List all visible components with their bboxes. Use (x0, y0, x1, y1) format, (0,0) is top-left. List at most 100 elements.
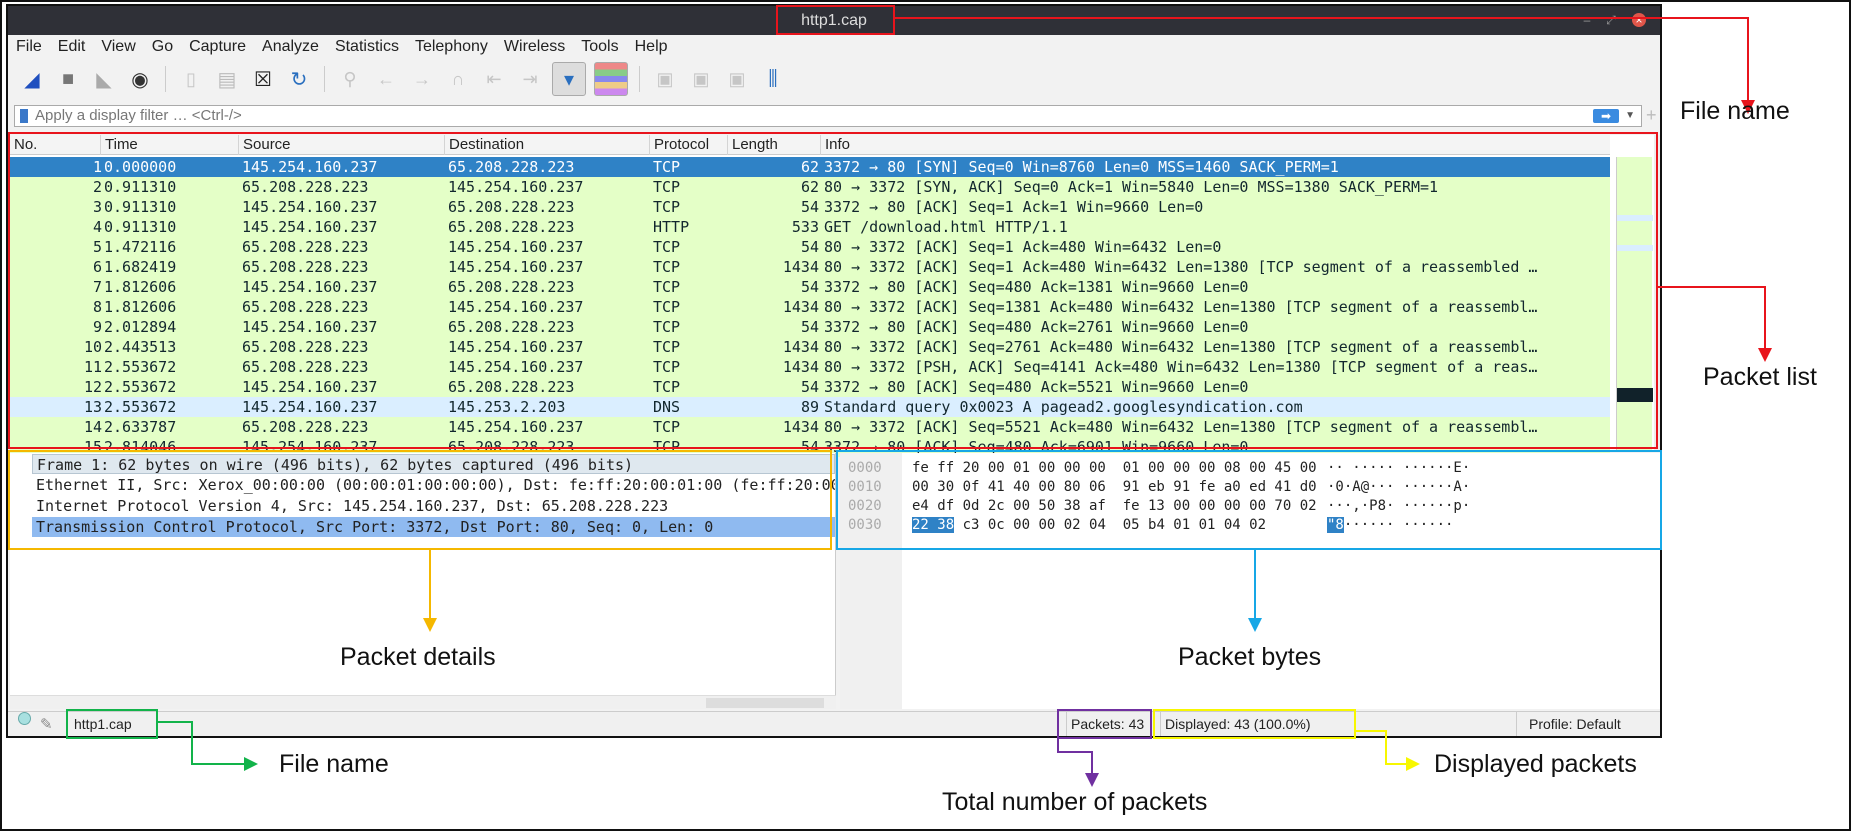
packet-row[interactable]: 2 0.911310 65.208.228.223 145.254.160.237 TC… (10, 177, 1610, 197)
menu-capture[interactable]: Capture (189, 38, 247, 55)
detail-tree-item[interactable]: ▶Transmission Control Protocol, Src Port… (32, 517, 835, 537)
ascii-bytes[interactable]: "8······ ······ (1327, 516, 1453, 535)
status-profile[interactable]: Profile: Default (1516, 712, 1621, 736)
packet-row[interactable]: 14 2.633787 65.208.228.223 145.254.160.237 T… (10, 417, 1610, 437)
details-horizontal-scrollbar[interactable] (10, 695, 836, 709)
normal-size-icon[interactable]: ▣ (728, 68, 746, 89)
column-destination[interactable]: Destination (444, 135, 524, 155)
cell-no: 8 (92, 298, 102, 316)
packet-row[interactable]: 3 0.911310 145.254.160.237 65.208.228.223 TC… (10, 197, 1610, 217)
label-file-name-bottom: File name (279, 750, 389, 778)
colorize-icon[interactable] (594, 62, 628, 96)
hex-bytes[interactable]: fe ff 20 00 01 00 00 00 01 00 00 00 08 0… (912, 459, 1317, 478)
ascii-bytes[interactable]: ·0·A@··· ······A· (1327, 478, 1470, 497)
detail-tree-item[interactable]: ▶Ethernet II, Src: Xerox_00:00:00 (00:00… (32, 475, 835, 495)
packet-row[interactable]: 1 0.000000 145.254.160.237 65.208.228.223 TC… (10, 157, 1610, 177)
menu-view[interactable]: View (101, 38, 136, 55)
forward-icon[interactable]: → (413, 68, 431, 89)
menu-statistics[interactable]: Statistics (334, 38, 399, 55)
open-file-icon[interactable]: ▯ (186, 68, 196, 89)
zoom-in-icon[interactable]: ▣ (656, 68, 674, 89)
detail-text: Transmission Control Protocol, Src Port:… (36, 518, 714, 536)
display-filter-input[interactable]: Apply a display filter … <Ctrl-/> ➡ ▼ (14, 105, 1642, 127)
cell-len: 54 (800, 238, 819, 256)
menu-file[interactable]: File (16, 38, 42, 55)
cell-len: 1434 (782, 298, 819, 316)
packet-row[interactable]: 8 1.812606 65.208.228.223 145.254.160.237 TC… (10, 297, 1610, 317)
first-packet-icon[interactable]: ⇤ (486, 68, 502, 89)
menu-edit[interactable]: Edit (57, 38, 86, 55)
maximize-icon[interactable]: ⤢ (1606, 13, 1616, 27)
packet-row[interactable]: 11 2.553672 65.208.228.223 145.254.160.237 T… (10, 357, 1610, 377)
add-filter-button[interactable]: + (1646, 105, 1657, 125)
minimize-icon[interactable]: – (1583, 13, 1591, 27)
expert-info-icon[interactable] (18, 712, 31, 725)
column-source[interactable]: Source (238, 135, 291, 155)
packet-row[interactable]: 9 2.012894 145.254.160.237 65.208.228.223 TC… (10, 317, 1610, 337)
cell-src: 145.254.160.237 (242, 278, 378, 296)
back-icon[interactable]: ← (377, 68, 395, 89)
reload-file-icon[interactable]: ↻ (290, 68, 308, 91)
column-no[interactable]: No. (14, 136, 38, 153)
menu-help[interactable]: Help (634, 38, 668, 55)
menu-analyze[interactable]: Analyze (262, 38, 319, 55)
close-window-icon[interactable]: × (1632, 13, 1646, 27)
cell-len: 54 (800, 378, 819, 396)
packet-row[interactable]: 12 2.553672 145.254.160.237 65.208.228.223 T… (10, 377, 1610, 397)
cell-proto: TCP (653, 238, 681, 256)
window-title: http1.cap (801, 12, 867, 29)
packet-row[interactable]: 10 2.443513 65.208.228.223 145.254.160.237 T… (10, 337, 1610, 357)
arrowhead-file (244, 757, 258, 771)
zoom-out-icon[interactable]: ▣ (692, 68, 710, 89)
status-packets: Packets: 43 (1066, 712, 1144, 736)
packet-row[interactable]: 7 1.812606 145.254.160.237 65.208.228.223 TC… (10, 277, 1610, 297)
ascii-bytes[interactable]: ···,·P8· ······p· (1327, 497, 1470, 516)
cell-time: 1.682419 (104, 258, 177, 276)
packet-row[interactable]: 5 1.472116 65.208.228.223 145.254.160.237 TC… (10, 237, 1610, 257)
go-to-packet-icon[interactable]: ∩ (451, 68, 465, 89)
cell-src: 145.254.160.237 (242, 318, 378, 336)
menu-tools[interactable]: Tools (581, 38, 619, 55)
cell-no: 5 (92, 238, 102, 256)
bookmark-icon[interactable] (20, 109, 28, 123)
connector-packet-list (1658, 286, 1766, 350)
restart-icon[interactable]: ◣ (96, 68, 112, 91)
capture-options-icon[interactable]: ◉ (131, 68, 149, 91)
packet-row[interactable]: 13 2.553672 145.254.160.237 145.253.2.203 DN… (10, 397, 1610, 417)
minimap-mark (1617, 245, 1653, 251)
resize-columns-icon[interactable]: ⫼ (768, 67, 778, 90)
last-packet-icon[interactable]: ⇥ (522, 68, 538, 89)
packet-details: ▶Frame 1: 62 bytes on wire (496 bits), 6… (10, 453, 836, 709)
column-info[interactable]: Info (820, 135, 850, 155)
save-file-icon[interactable]: ▤ (217, 68, 237, 91)
cell-src: 145.254.160.237 (242, 158, 378, 176)
detail-tree-item[interactable]: ▶Internet Protocol Version 4, Src: 145.2… (32, 496, 835, 516)
hex-bytes[interactable]: e4 df 0d 2c 00 50 38 af fe 13 00 00 00 0… (912, 497, 1317, 516)
cell-time: 2.553672 (104, 378, 177, 396)
stop-icon[interactable]: ■ (61, 67, 75, 90)
packet-minimap[interactable] (1616, 157, 1653, 451)
ascii-bytes[interactable]: ·· ····· ······E· (1327, 459, 1470, 478)
menu-telephony[interactable]: Telephony (414, 38, 488, 55)
find-icon[interactable]: ⚲ (343, 68, 357, 89)
packet-row[interactable]: 4 0.911310 145.254.160.237 65.208.228.223 HT… (10, 217, 1610, 237)
chevron-down-icon[interactable]: ▼ (1625, 110, 1635, 121)
hex-bytes[interactable]: 22 38 c3 0c 00 00 02 04 05 b4 01 01 04 0… (912, 516, 1266, 535)
menu-wireless[interactable]: Wireless (503, 38, 566, 55)
cell-src: 145.254.160.237 (242, 198, 378, 216)
packet-row[interactable]: 6 1.682419 65.208.228.223 145.254.160.237 TC… (10, 257, 1610, 277)
scrollbar-thumb[interactable] (706, 698, 824, 708)
detail-tree-item[interactable]: ▶Frame 1: 62 bytes on wire (496 bits), 6… (32, 454, 835, 474)
shark-fin-start-icon[interactable]: ◢ (24, 68, 40, 91)
close-file-icon[interactable]: ☒ (254, 68, 272, 91)
menu-go[interactable]: Go (151, 38, 174, 55)
autoscroll-icon[interactable]: ▾ (552, 62, 586, 96)
minimap-viewport[interactable] (1617, 388, 1653, 402)
hex-bytes[interactable]: 00 30 0f 41 40 00 80 06 91 eb 91 fe a0 e… (912, 478, 1317, 497)
edit-comment-icon[interactable]: ✎ (40, 716, 53, 733)
column-protocol[interactable]: Protocol (649, 135, 709, 155)
arrow-right-icon[interactable]: ➡ (1593, 109, 1619, 123)
column-time[interactable]: Time (100, 135, 138, 155)
column-length[interactable]: Length (727, 135, 778, 155)
